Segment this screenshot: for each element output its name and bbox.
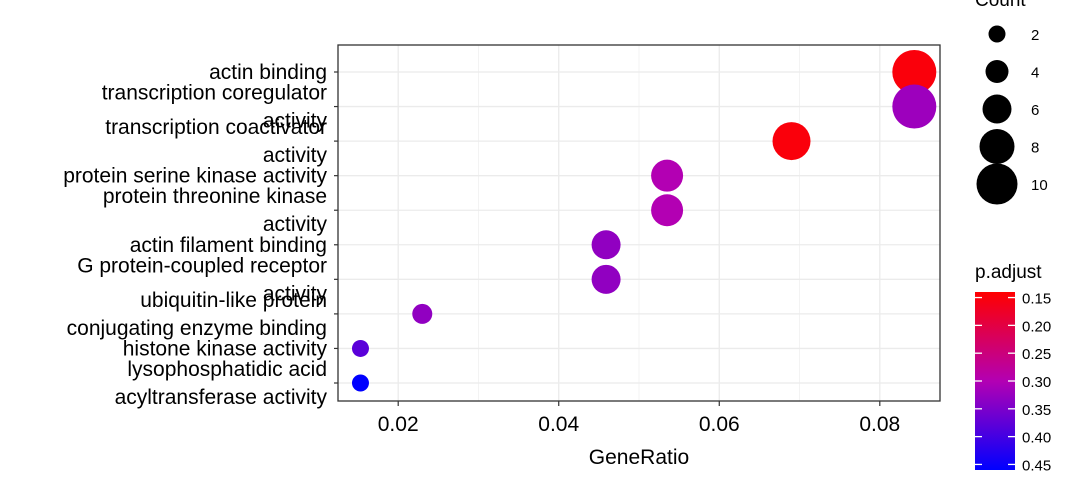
legend-count-key-3 <box>979 129 1015 164</box>
point-7 <box>412 303 433 324</box>
y-label-9-line-0: lysophosphatidic acid <box>127 358 327 381</box>
legend-count-label-3: 8 <box>1031 140 1039 157</box>
x-tick-label-2: 0.06 <box>699 413 740 436</box>
legend-padjust-label-2: 0.25 <box>1022 346 1051 363</box>
x-axis-label: GeneRatio <box>589 446 689 469</box>
y-label-0-line-0: actin binding <box>209 61 327 84</box>
point-6 <box>591 264 621 294</box>
point-4 <box>651 194 684 227</box>
y-label-2-line-1: activity <box>263 144 328 167</box>
point-9 <box>351 374 369 392</box>
legend-padjust-label-6: 0.45 <box>1022 457 1051 474</box>
legend-count-label-2: 6 <box>1031 102 1039 119</box>
y-label-3-line-0: protein serine kinase activity <box>63 165 327 188</box>
legend-count-title: Count <box>975 0 1026 11</box>
legend-count-label-4: 10 <box>1031 177 1048 194</box>
y-label-6-line-0: G protein-coupled receptor <box>77 254 327 277</box>
point-3 <box>651 159 684 192</box>
legend-count-key-2 <box>982 94 1012 124</box>
x-axis-ticks: 0.02 0.04 0.06 0.08 <box>378 401 900 436</box>
y-label-1-line-1: activity <box>263 110 328 133</box>
y-label-2-line-0: transcription coactivator <box>105 116 327 139</box>
x-tick-label-1: 0.04 <box>538 413 579 436</box>
legend-padjust-label-3: 0.30 <box>1022 374 1051 391</box>
legend-count-key-1 <box>985 60 1009 83</box>
legend-padjust-label-5: 0.40 <box>1022 430 1051 447</box>
point-0 <box>892 50 937 94</box>
grid <box>338 45 940 401</box>
points <box>351 50 937 392</box>
y-label-7-line-0: ubiquitin-like protein <box>140 289 327 312</box>
plot-panel-border <box>337 44 941 402</box>
legend-padjust-label-0: 0.15 <box>1022 291 1051 308</box>
legend-count-key-0 <box>988 25 1006 43</box>
legend-padjust-label-1: 0.20 <box>1022 318 1051 335</box>
legend-padjust: p.adjust 0.15 0.20 0.25 0.30 0.35 0.40 0.45 <box>975 262 1051 474</box>
y-label-4-line-1: activity <box>263 213 328 236</box>
point-8 <box>351 339 369 357</box>
y-label-4-line-0: protein threonine kinase <box>103 185 327 208</box>
y-label-6-line-1: activity <box>263 282 328 305</box>
x-tick-label-3: 0.08 <box>859 413 900 436</box>
y-label-7-line-1: conjugating enzyme binding <box>67 317 327 340</box>
x-tick-label-0: 0.02 <box>378 413 419 436</box>
point-2 <box>772 122 811 161</box>
legend-count-label-1: 4 <box>1031 65 1039 82</box>
legend-padjust-title: p.adjust <box>975 262 1042 283</box>
legend-count-key-4 <box>976 163 1018 205</box>
y-label-8-line-0: histone kinase activity <box>123 337 328 360</box>
point-1 <box>892 84 937 129</box>
y-label-1-line-0: transcription coregulator <box>102 82 327 105</box>
point-5 <box>591 230 621 260</box>
legend-count: Count 2 4 6 8 10 <box>975 0 1048 205</box>
legend-count-label-0: 2 <box>1031 27 1039 44</box>
y-label-9-line-1: acyltransferase activity <box>115 386 328 409</box>
y-label-5-line-0: actin filament binding <box>130 234 327 257</box>
legend-padjust-label-4: 0.35 <box>1022 402 1051 419</box>
